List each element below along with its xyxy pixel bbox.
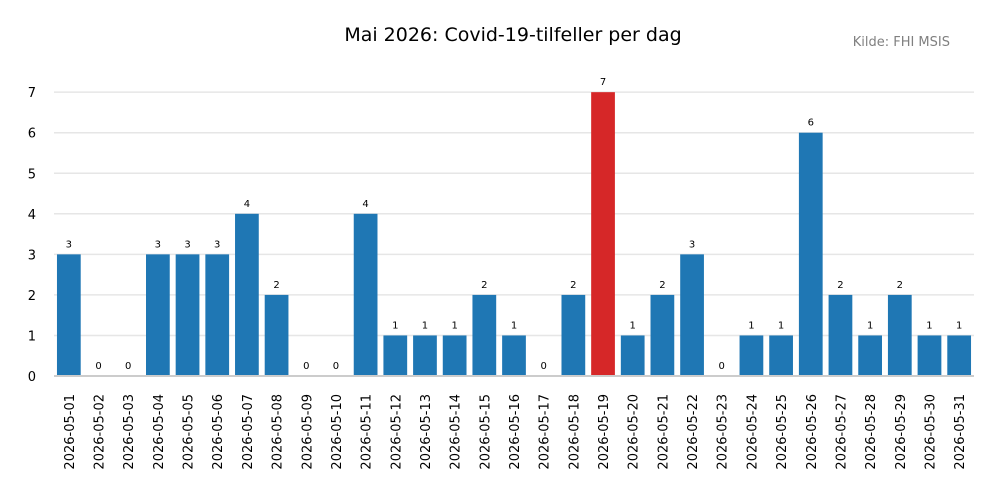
bar	[442, 335, 467, 376]
x-tick-label: 2026-05-26	[805, 394, 820, 470]
x-tick-label: 2026-05-17	[538, 394, 553, 470]
y-tick-label: 2	[28, 289, 36, 304]
x-tick-label: 2026-05-20	[627, 394, 642, 470]
y-tick-label: 1	[28, 329, 36, 344]
bar	[561, 294, 586, 376]
data-label: 6	[808, 118, 814, 129]
data-label: 1	[867, 320, 873, 331]
x-tick-label: 2026-05-30	[923, 394, 938, 470]
data-label: 0	[719, 361, 725, 372]
bar	[205, 254, 230, 376]
data-label: 1	[748, 320, 754, 331]
x-tick-label: 2026-05-21	[656, 394, 671, 470]
bar	[858, 335, 882, 376]
x-tick-label: 2026-05-23	[716, 394, 731, 470]
data-label: 4	[362, 199, 368, 210]
bar	[235, 213, 259, 376]
bar	[383, 335, 408, 376]
data-label: 2	[897, 280, 903, 291]
bar	[175, 254, 200, 376]
data-label: 2	[481, 280, 487, 291]
data-label: 3	[689, 239, 695, 250]
x-tick-label: 2026-05-15	[478, 394, 493, 470]
data-label: 3	[155, 239, 161, 250]
bar	[680, 254, 704, 376]
data-label: 3	[66, 239, 72, 250]
data-label: 0	[540, 361, 546, 372]
bar	[650, 294, 675, 376]
data-label: 1	[511, 320, 517, 331]
source-note: Kilde: FHI MSIS	[852, 35, 950, 50]
data-label: 1	[956, 320, 962, 331]
data-label: 3	[214, 239, 220, 250]
y-tick-label: 5	[28, 167, 36, 182]
data-label: 0	[303, 361, 309, 372]
bar	[502, 335, 526, 376]
bar	[798, 132, 823, 376]
bar	[56, 254, 81, 376]
y-tick-label: 6	[28, 127, 36, 142]
data-label: 1	[926, 320, 932, 331]
data-label: 2	[570, 280, 576, 291]
x-tick-label: 2026-05-24	[745, 394, 760, 470]
data-label: 2	[837, 280, 843, 291]
x-tick-label: 2026-05-03	[122, 394, 137, 470]
bar	[591, 92, 615, 377]
x-tick-label: 2026-05-06	[211, 394, 226, 470]
x-tick-label: 2026-05-01	[63, 394, 78, 470]
bar	[146, 254, 170, 376]
x-tick-label: 2026-05-13	[419, 394, 434, 470]
y-tick-label: 0	[28, 370, 36, 385]
bar	[264, 294, 289, 376]
bar	[887, 294, 912, 376]
x-tick-label: 2026-05-31	[953, 394, 968, 470]
chart-title: Mai 2026: Covid-19-tilfeller per dag	[344, 24, 682, 46]
bar	[739, 335, 764, 376]
x-tick-label: 2026-05-19	[597, 394, 612, 470]
data-label: 2	[273, 280, 279, 291]
bar	[353, 213, 378, 376]
data-label: 1	[778, 320, 784, 331]
data-label: 1	[392, 320, 398, 331]
x-tick-label: 2026-05-12	[389, 394, 404, 470]
y-tick-label: 7	[28, 86, 36, 101]
x-tick-label: 2026-05-08	[271, 394, 286, 470]
x-tick-label: 2026-05-11	[360, 394, 375, 470]
x-tick-label: 2026-05-27	[834, 394, 849, 470]
x-tick-label: 2026-05-25	[775, 394, 790, 470]
data-label: 7	[600, 77, 606, 88]
data-label: 0	[95, 361, 101, 372]
x-tick-label: 2026-05-29	[894, 394, 909, 470]
x-tick-label: 2026-05-18	[567, 394, 582, 470]
x-tick-label: 2026-05-04	[152, 394, 167, 470]
x-tick-label: 2026-05-22	[686, 394, 701, 470]
x-tick-label: 2026-05-02	[93, 394, 108, 470]
y-tick-label: 3	[28, 248, 36, 263]
x-tick-label: 2026-05-07	[241, 394, 256, 470]
x-tick-label: 2026-05-09	[300, 394, 315, 470]
bar	[828, 294, 853, 376]
x-tick-label: 2026-05-16	[508, 394, 523, 470]
x-tick-label: 2026-05-05	[182, 394, 197, 470]
data-label: 3	[184, 239, 190, 250]
bar	[472, 294, 497, 376]
data-label: 4	[244, 199, 250, 210]
bar	[947, 335, 972, 376]
bar	[620, 335, 645, 376]
bar	[769, 335, 793, 376]
data-label: 0	[125, 361, 131, 372]
data-label: 1	[422, 320, 428, 331]
y-tick-label: 4	[28, 208, 36, 223]
data-label: 1	[451, 320, 457, 331]
data-label: 2	[659, 280, 665, 291]
bar	[917, 335, 942, 376]
data-label: 1	[630, 320, 636, 331]
bar	[413, 335, 437, 376]
data-label: 0	[333, 361, 339, 372]
x-tick-label: 2026-05-14	[449, 394, 464, 470]
x-tick-label: 2026-05-28	[864, 394, 879, 470]
x-tick-label: 2026-05-10	[330, 394, 345, 470]
